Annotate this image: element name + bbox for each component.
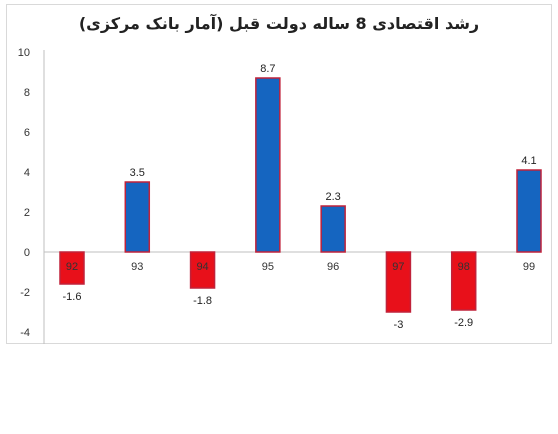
chart-title: رشد اقتصادی 8 ساله دولت قبل (آمار بانک م… — [78, 14, 480, 33]
data-label: 8.7 — [260, 63, 275, 75]
y-tick-label: 6 — [24, 127, 30, 139]
data-label: -3 — [394, 319, 404, 331]
category-label: 92 — [66, 261, 78, 273]
data-label: 3.5 — [130, 167, 145, 179]
y-tick-label: 10 — [18, 47, 30, 59]
category-label: 94 — [196, 261, 208, 273]
data-label: -2.9 — [454, 317, 473, 329]
bar — [450, 251, 477, 311]
y-tick-label: -2 — [20, 287, 30, 299]
y-tick-label: 2 — [24, 207, 30, 219]
category-label: 99 — [523, 261, 535, 273]
category-label: 95 — [262, 261, 274, 273]
bar — [516, 169, 542, 253]
bar — [385, 251, 412, 313]
y-tick-label: -4 — [20, 327, 30, 339]
data-label: -1.8 — [193, 295, 212, 307]
data-label: -1.6 — [63, 291, 82, 303]
data-label: 4.1 — [521, 155, 536, 167]
y-tick-label: 4 — [24, 167, 30, 179]
bar — [320, 205, 346, 253]
bar — [124, 181, 151, 253]
bar — [255, 77, 281, 253]
bar — [189, 251, 216, 289]
category-label: 98 — [458, 261, 470, 273]
y-tick-label: 0 — [24, 247, 30, 259]
category-label: 93 — [131, 261, 143, 273]
data-label: 2.3 — [325, 191, 340, 203]
bar — [59, 251, 85, 285]
category-label: 97 — [392, 261, 404, 273]
category-label: 96 — [327, 261, 339, 273]
y-tick-label: 8 — [24, 87, 30, 99]
